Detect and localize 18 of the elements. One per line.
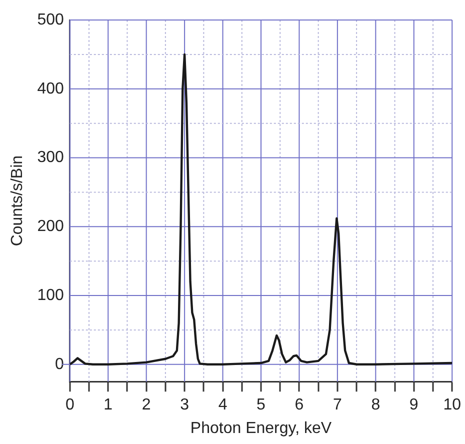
y-axis-title: Counts/s/Bin bbox=[9, 155, 26, 246]
y-tick-label: 0 bbox=[54, 356, 64, 373]
x-tick-label: 7 bbox=[332, 396, 342, 414]
x-tick-label: 5 bbox=[256, 396, 266, 414]
x-tick-label: 2 bbox=[142, 396, 151, 414]
x-tick-label: 4 bbox=[218, 396, 228, 414]
y-tick-label: 500 bbox=[37, 11, 64, 28]
x-tick-label: 8 bbox=[371, 396, 380, 414]
x-tick-label: 3 bbox=[180, 396, 190, 414]
y-tick-label: 300 bbox=[37, 149, 64, 166]
x-tick-label: 10 bbox=[443, 396, 462, 414]
y-tick-label: 200 bbox=[37, 218, 64, 236]
x-tick-label: 1 bbox=[104, 396, 113, 414]
x-axis-title: Photon Energy, keV bbox=[190, 420, 332, 437]
y-tick-label: 400 bbox=[37, 80, 64, 98]
y-tick-label: 100 bbox=[37, 286, 64, 304]
x-tick-label: 9 bbox=[409, 396, 418, 414]
x-tick-label: 6 bbox=[294, 396, 304, 414]
